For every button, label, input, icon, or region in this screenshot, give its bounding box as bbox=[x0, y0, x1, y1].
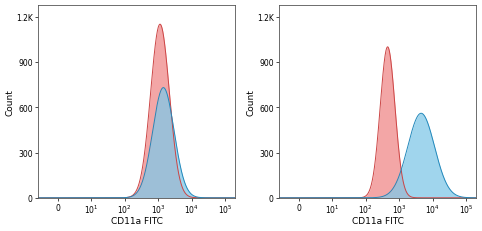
Y-axis label: Count: Count bbox=[6, 88, 14, 115]
Y-axis label: Count: Count bbox=[247, 88, 255, 115]
X-axis label: CD11a FITC: CD11a FITC bbox=[352, 216, 403, 225]
X-axis label: CD11a FITC: CD11a FITC bbox=[111, 216, 162, 225]
